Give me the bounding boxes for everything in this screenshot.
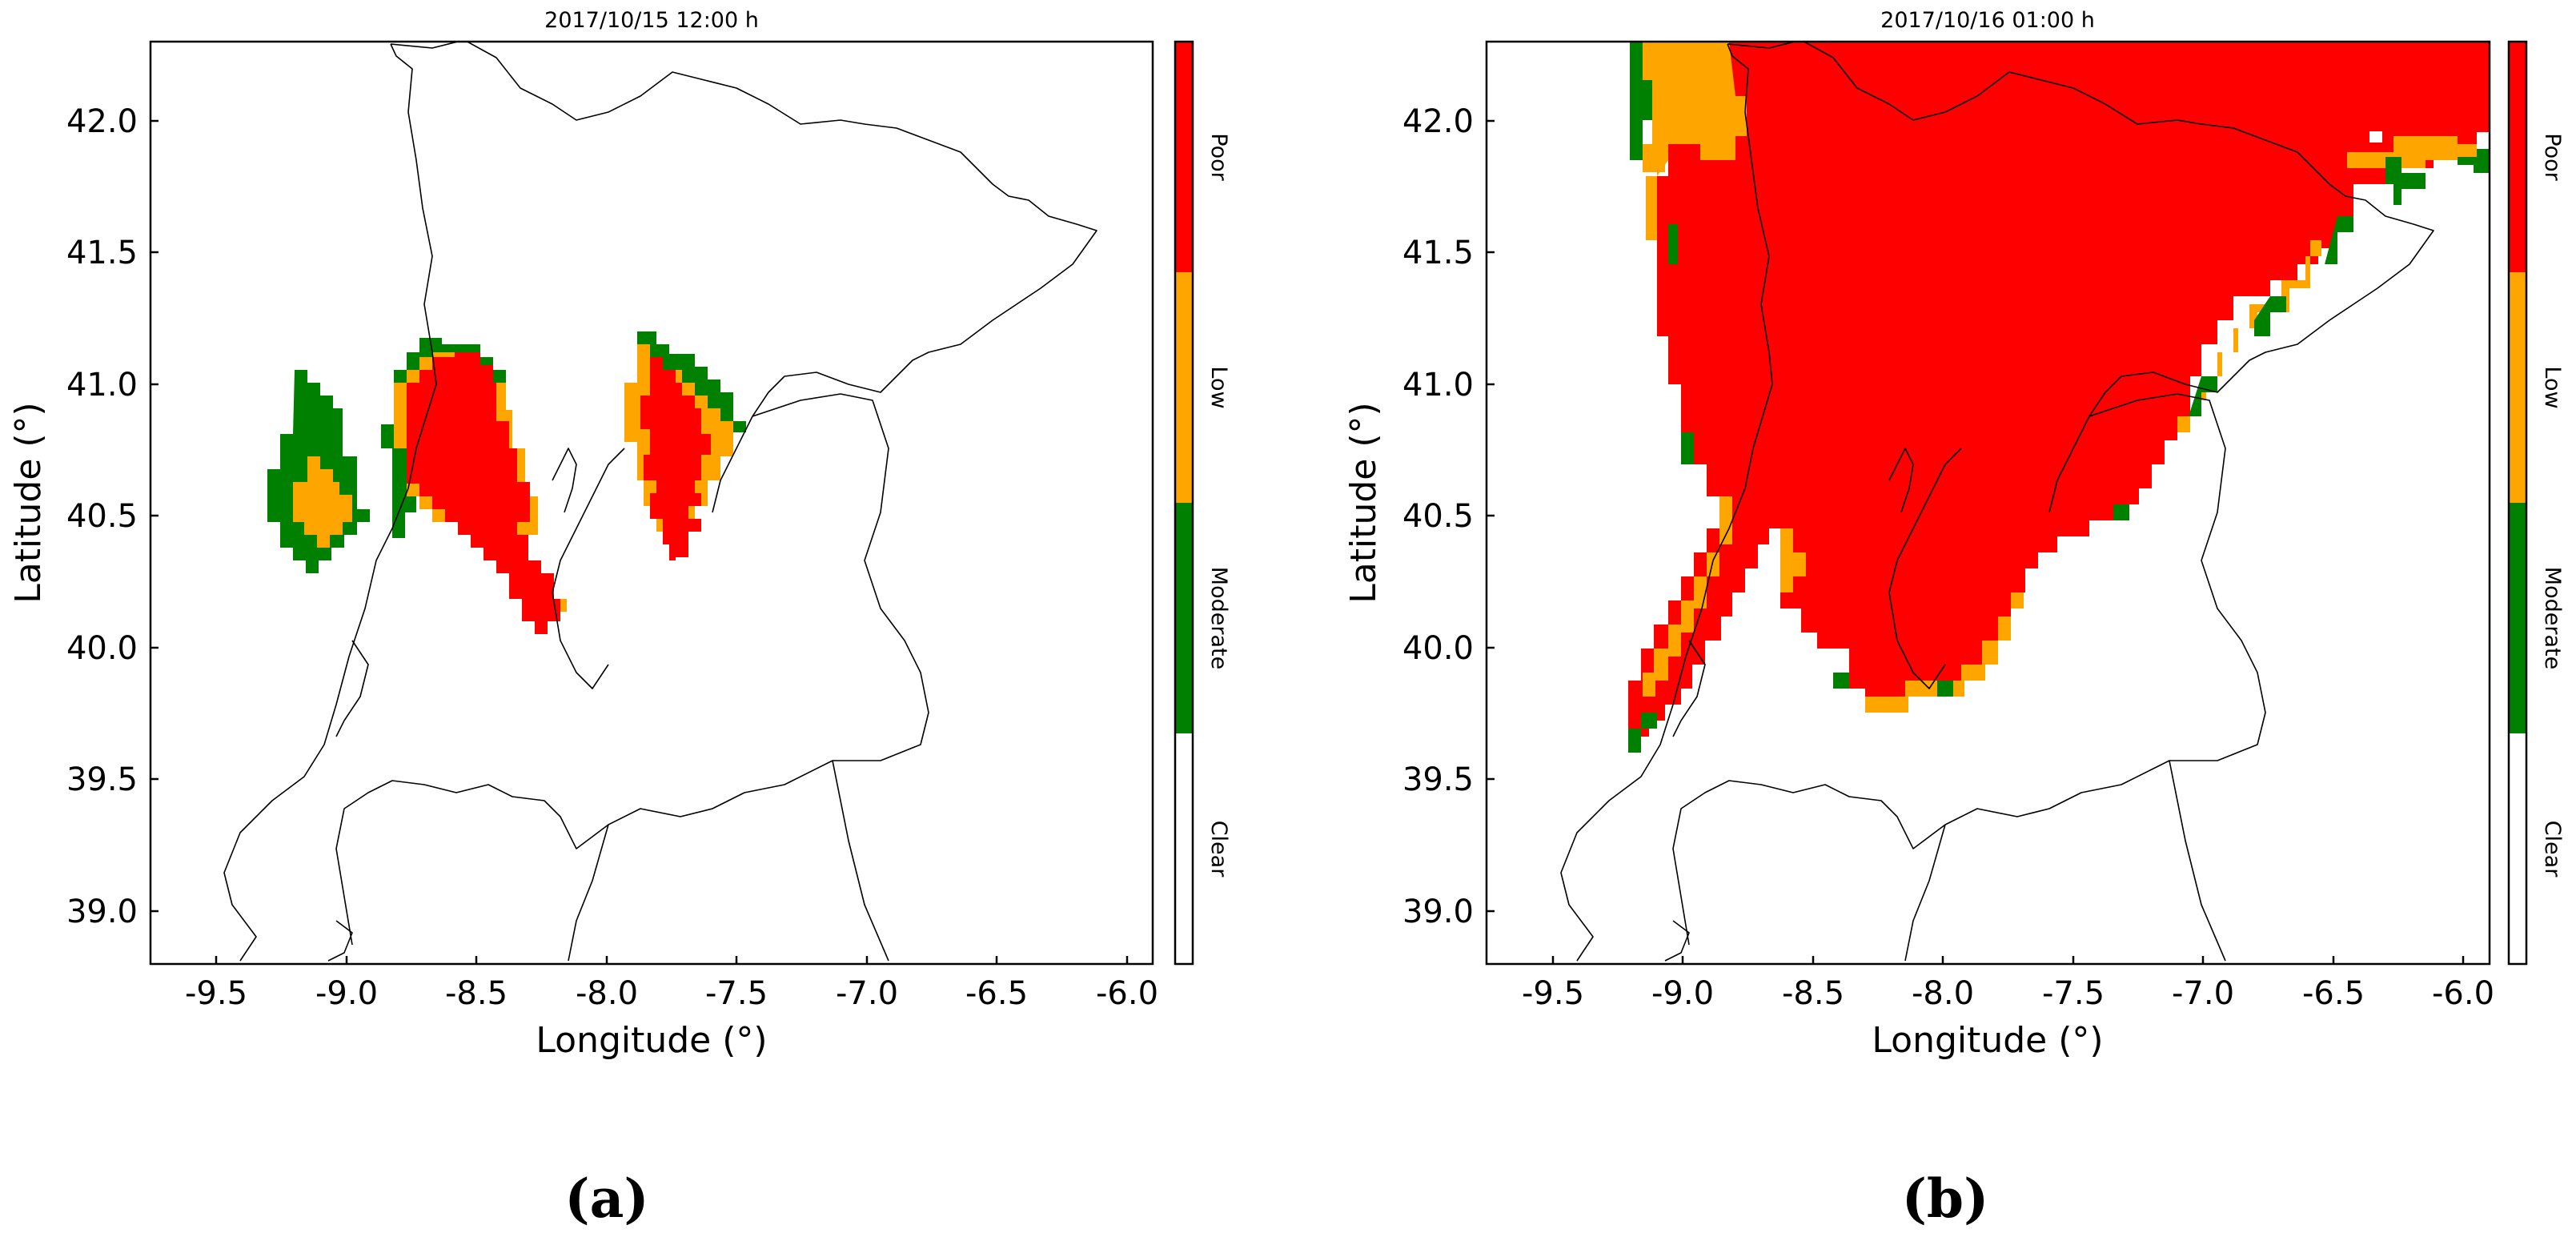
panel-a-ytick: 41.5 bbox=[66, 235, 138, 271]
panel-a-title: 2017/10/15 12:00 h bbox=[544, 8, 759, 33]
panel-a-y-axis: 39.0 39.5 40.0 40.5 41.0 41.5 42.0 bbox=[66, 103, 158, 930]
panel-a-ytick: 42.0 bbox=[66, 103, 138, 140]
colorbar-b-moderate bbox=[2509, 503, 2526, 733]
colorbar-a-clear bbox=[1175, 733, 1193, 964]
panel-b-borders bbox=[1560, 42, 2434, 962]
panel-b-ytick: 39.0 bbox=[1402, 894, 1474, 930]
colorbar-b-label-clear: Clear bbox=[2540, 821, 2565, 878]
panel-b-plot-area bbox=[1560, 42, 2490, 962]
colorbar-b-label-moderate: Moderate bbox=[2540, 567, 2565, 669]
colorbar-b-poor bbox=[2509, 42, 2526, 272]
panel-b-ylabel: Latitude (°) bbox=[1343, 402, 1384, 603]
colorbar-a-moderate bbox=[1175, 503, 1193, 733]
panel-b-xtick: -6.0 bbox=[2432, 975, 2494, 1012]
panel-b-xtick: -8.5 bbox=[1782, 975, 1844, 1012]
panel-b-xtick: -7.0 bbox=[2172, 975, 2234, 1012]
panel-a-xtick: -8.5 bbox=[445, 975, 508, 1012]
panel-a-xtick: -6.5 bbox=[965, 975, 1028, 1012]
panel-a-ylabel: Latitude (°) bbox=[8, 402, 49, 603]
panel-b-title: 2017/10/16 01:00 h bbox=[1880, 8, 2095, 33]
panel-a-ytick: 39.0 bbox=[66, 894, 138, 930]
panel-b-xtick: -8.0 bbox=[1912, 975, 1974, 1012]
panel-b-clear-pixel bbox=[2369, 131, 2382, 143]
panel-a-xtick: -9.0 bbox=[315, 975, 378, 1012]
panel-a-plot-area bbox=[223, 42, 1097, 962]
panel-a-ytick: 41.0 bbox=[66, 367, 138, 404]
colorbar-a-low bbox=[1175, 272, 1193, 503]
colorbar-a-label-poor: Poor bbox=[1206, 133, 1231, 181]
panel-a-ytick: 40.0 bbox=[66, 630, 138, 667]
panel-a-borders bbox=[223, 42, 1097, 962]
colorbar-b-clear bbox=[2509, 733, 2526, 964]
panel-b-axes-frame bbox=[1485, 40, 2491, 966]
panel-b-ytick: 39.5 bbox=[1402, 761, 1474, 798]
panel-b-xtick: -9.5 bbox=[1522, 975, 1584, 1012]
panel-b-ytick: 42.0 bbox=[1402, 103, 1474, 140]
map-panel-a: 2017/10/15 12:00 h bbox=[8, 8, 1231, 1230]
panel-a-xtick: -7.0 bbox=[836, 975, 898, 1012]
colorbar-b-low bbox=[2509, 272, 2526, 503]
panel-b-x-axis: -9.5 -9.0 -8.5 -8.0 -7.5 -7.0 -6.5 -6.0 bbox=[1522, 956, 2494, 1012]
panel-a-poor-cluster-central bbox=[407, 352, 560, 634]
colorbar-b-label-poor: Poor bbox=[2540, 133, 2565, 181]
panel-b-xlabel: Longitude (°) bbox=[1872, 1020, 2103, 1061]
panel-b-ytick: 41.5 bbox=[1402, 235, 1474, 271]
panel-b-ytick: 40.0 bbox=[1402, 630, 1474, 667]
panel-b-xtick: -9.0 bbox=[1651, 975, 1714, 1012]
colorbar-b-label-low: Low bbox=[2540, 366, 2565, 408]
colorbar-a-label-moderate: Moderate bbox=[1206, 567, 1231, 669]
colorbar-a-label-low: Low bbox=[1206, 366, 1231, 408]
panel-b-ytick: 41.0 bbox=[1402, 367, 1474, 404]
panel-a-xtick: -6.0 bbox=[1096, 975, 1158, 1012]
colorbar-a-label-clear: Clear bbox=[1206, 821, 1231, 878]
panel-b-caption: (b) bbox=[1902, 1167, 1989, 1230]
panel-a-ytick: 39.5 bbox=[66, 761, 138, 798]
panel-a-poor-cluster-east bbox=[640, 357, 711, 560]
panel-a-low-cluster-west bbox=[293, 456, 352, 548]
panel-b-moderate-fringe bbox=[1628, 149, 2490, 753]
panel-a-xtick: -8.0 bbox=[576, 975, 638, 1012]
panel-b-y-axis: 39.0 39.5 40.0 40.5 41.0 41.5 42.0 bbox=[1402, 103, 1495, 930]
panel-a-caption: (a) bbox=[564, 1167, 648, 1230]
panel-a-x-axis: -9.5 -9.0 -8.5 -8.0 -7.5 -7.0 -6.5 -6.0 bbox=[185, 956, 1158, 1012]
panel-b-colorbar: Poor Low Moderate Clear bbox=[2507, 40, 2565, 966]
panel-a-xtick: -9.5 bbox=[185, 975, 247, 1012]
panel-a-colorbar: Poor Low Moderate Clear bbox=[1174, 40, 1231, 966]
panel-b-xtick: -7.5 bbox=[2042, 975, 2105, 1012]
map-panel-b: 2017/10/16 01:00 h bbox=[1343, 8, 2565, 1230]
panel-a-axes-frame bbox=[149, 40, 1154, 966]
panel-a-ytick: 40.5 bbox=[66, 498, 138, 535]
panel-a-xlabel: Longitude (°) bbox=[536, 1020, 767, 1061]
panel-a-xtick: -7.5 bbox=[705, 975, 768, 1012]
panel-b-ytick: 40.5 bbox=[1402, 498, 1474, 535]
colorbar-a-poor bbox=[1175, 42, 1193, 272]
panel-b-xtick: -6.5 bbox=[2302, 975, 2365, 1012]
panel-b-poor-cluster-main bbox=[1628, 42, 2490, 753]
